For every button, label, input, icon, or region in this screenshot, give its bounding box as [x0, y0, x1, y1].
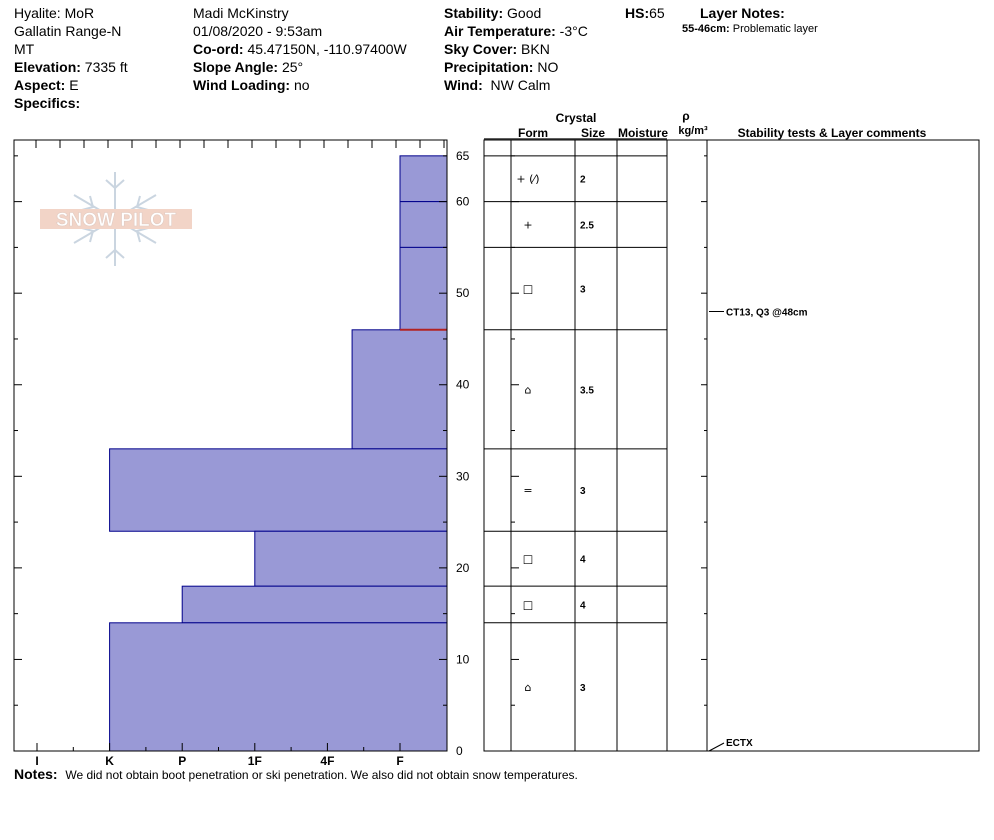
layer-size: 4	[580, 555, 586, 566]
location-block: Hyalite: MoR Gallatin Range-N MT Elevati…	[14, 4, 128, 112]
wind-loading-label: Wind Loading:	[193, 77, 291, 93]
layer-size: 4	[580, 600, 586, 611]
wind-value: NW Calm	[490, 77, 551, 93]
comments-frame	[706, 139, 980, 752]
layer-size: 3	[580, 683, 586, 694]
layer-form: =	[523, 484, 532, 497]
profile-axes: 0 10 20 30 40 50 60 65 I K P 1F 4F F	[13, 139, 470, 768]
y-tick-label: 40	[456, 378, 470, 392]
header-form: Form	[518, 126, 548, 140]
stability-label: Stability:	[444, 5, 504, 21]
precip-value: NO	[537, 59, 559, 75]
x-tick-label: P	[178, 754, 186, 768]
header-crystal: Crystal	[556, 111, 597, 125]
observer-block: Madi McKinstry 01/08/2020 - 9:53am Co-or…	[193, 4, 407, 94]
layer-size: 2.5	[580, 221, 594, 232]
layer-bar	[351, 329, 448, 450]
coord-value: 45.47150N, -110.97400W	[247, 41, 407, 57]
conditions-block: Stability: Good Air Temperature: -3°C Sk…	[444, 4, 588, 94]
layer-note: 55-46cm: Problematic layer	[682, 23, 818, 35]
range: Gallatin Range-N	[14, 23, 122, 39]
location: Hyalite: MoR	[14, 5, 95, 21]
observer: Madi McKinstry	[193, 5, 289, 21]
state: MT	[14, 41, 35, 57]
notes-text: We did not obtain boot penetration or sk…	[65, 768, 578, 782]
x-tick-label: 1F	[248, 754, 262, 768]
layer-bar	[254, 530, 448, 587]
x-tick-label: K	[105, 754, 114, 768]
layer-form: +	[523, 219, 532, 232]
test-label: ECTX	[726, 738, 753, 749]
air-temp-value: -3°C	[559, 23, 588, 39]
hs-label: HS:	[625, 5, 650, 21]
wind-loading-value: no	[293, 77, 310, 93]
y-tick-label: 60	[456, 195, 470, 209]
y-tick-label: 10	[456, 652, 470, 666]
sky-value: BKN	[521, 41, 550, 57]
test-pointer	[708, 742, 725, 752]
stability-test: CT13, Q3 @48cm	[709, 307, 808, 318]
y-tick-label: 20	[456, 561, 470, 575]
x-tick-label: I	[35, 754, 38, 768]
layer-form: □	[523, 553, 533, 566]
layer-bar	[399, 201, 448, 248]
y-tick-label: 50	[456, 286, 470, 300]
layer-form: + (⁄)	[516, 173, 539, 186]
elevation-value: 7335 ft	[84, 59, 128, 75]
notes-label: Notes:	[14, 766, 58, 782]
header-size: Size	[581, 126, 605, 140]
layer-bar	[399, 246, 448, 331]
layer-size: 3	[580, 285, 586, 296]
layer-bar	[109, 622, 448, 752]
layer-note-range: 55-46cm:	[682, 23, 730, 35]
notes: Notes: We did not obtain boot penetratio…	[14, 766, 578, 782]
coord-label: Co-ord:	[193, 41, 244, 57]
x-tick-label: 4F	[320, 754, 334, 768]
layer-form: ⌂	[525, 383, 532, 396]
layer-notes-label: Layer Notes:	[700, 5, 785, 21]
layer-form: ⌂	[525, 681, 532, 694]
hs-value: 65	[649, 5, 665, 21]
hardness-profile	[109, 155, 448, 752]
profile-frame	[13, 139, 448, 752]
y-tick-label: 0	[456, 744, 463, 758]
snow-profile-chart: SNOW PILOT 0 10 20 30 40 50 60 65 I K P 1F 4F F Cryst…	[13, 109, 980, 768]
x-tick-label: F	[396, 754, 403, 768]
layer-size: 3	[580, 486, 586, 497]
slope-value: 25°	[281, 59, 304, 75]
slope-label: Slope Angle:	[193, 59, 279, 75]
stability-test: ECTX	[708, 738, 753, 752]
stability-value: Good	[507, 5, 542, 21]
layer-notes-title: Layer Notes:	[700, 4, 785, 22]
aspect-value: E	[69, 77, 79, 93]
layer-bar	[109, 448, 448, 532]
header-moisture: Moisture	[618, 126, 668, 140]
layer-note-text: Problematic layer	[732, 23, 818, 35]
elevation-label: Elevation:	[14, 59, 81, 75]
logo-band	[40, 209, 192, 229]
specifics-label: Specifics:	[14, 95, 81, 111]
layer-bar	[181, 585, 448, 624]
y-tick-label: 30	[456, 469, 470, 483]
layer-bar	[399, 155, 448, 203]
layer-table: Crystal Form Size Moisture ρ kg/m³ Stability t…	[483, 109, 980, 752]
header-density-unit: kg/m³	[678, 125, 708, 137]
aspect-label: Aspect:	[14, 77, 66, 93]
layer-form: □	[523, 283, 533, 296]
test-label: CT13, Q3 @48cm	[726, 307, 808, 318]
precip-label: Precipitation:	[444, 59, 534, 75]
logo-text: SNOW PILOT	[56, 210, 177, 231]
layer-form: □	[523, 598, 533, 611]
header-stability-tests: Stability tests & Layer comments	[738, 126, 927, 140]
layer-size: 2	[580, 175, 586, 186]
datetime: 01/08/2020 - 9:53am	[193, 23, 323, 39]
layer-size: 3.5	[580, 385, 594, 396]
snow-height: HS:65	[625, 4, 665, 22]
snowpilot-logo: SNOW PILOT	[40, 172, 192, 266]
air-temp-label: Air Temperature:	[444, 23, 556, 39]
sky-label: Sky Cover:	[444, 41, 518, 57]
y-tick-label: 65	[456, 149, 470, 163]
header-rho: ρ	[682, 109, 689, 123]
wind-label: Wind:	[444, 77, 483, 93]
